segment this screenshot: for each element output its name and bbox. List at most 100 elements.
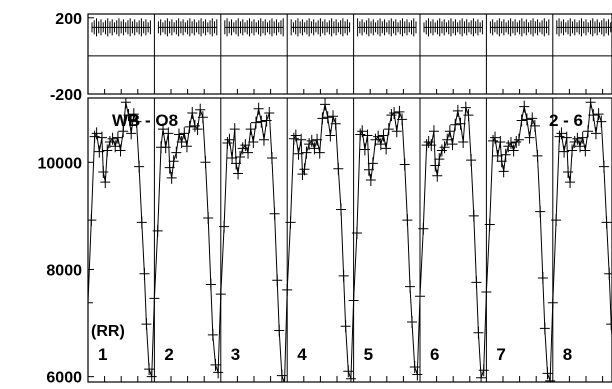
residual-points-group bbox=[91, 18, 612, 37]
data-point-marker bbox=[94, 145, 105, 158]
annotation-wb-o8: WB - O8 bbox=[112, 111, 178, 130]
data-point-marker bbox=[282, 283, 293, 296]
data-point-marker bbox=[184, 120, 195, 133]
data-point-marker bbox=[149, 292, 160, 305]
data-point-marker bbox=[357, 125, 368, 138]
residual-ytick-label: -200 bbox=[50, 87, 82, 104]
segment-number-label: 2 bbox=[164, 345, 173, 364]
data-point-marker bbox=[195, 103, 206, 116]
data-point-marker bbox=[264, 107, 275, 120]
data-point-marker bbox=[481, 285, 492, 298]
data-point-marker bbox=[168, 155, 179, 168]
data-point-marker bbox=[158, 123, 169, 136]
data-point-marker bbox=[436, 144, 447, 157]
data-point-marker bbox=[243, 146, 254, 159]
data-point-marker bbox=[450, 118, 461, 131]
data-point-marker bbox=[100, 176, 111, 189]
data-point-marker bbox=[381, 142, 392, 155]
data-point-marker bbox=[351, 227, 362, 240]
data-point-marker bbox=[551, 214, 562, 227]
data-point-marker bbox=[460, 101, 471, 114]
data-point-marker bbox=[370, 133, 381, 146]
data-point-marker bbox=[293, 147, 304, 160]
data-point-marker bbox=[335, 203, 346, 216]
data-point-marker bbox=[373, 130, 384, 143]
data-point-marker bbox=[297, 168, 308, 181]
data-point-marker bbox=[428, 125, 439, 138]
data-point-marker bbox=[397, 113, 408, 126]
data-point-marker bbox=[312, 133, 323, 146]
data-point-marker bbox=[272, 274, 283, 287]
data-point-marker bbox=[240, 139, 251, 152]
segment-number-label: 7 bbox=[496, 345, 505, 364]
data-point-marker bbox=[163, 127, 174, 140]
data-point-marker bbox=[235, 150, 246, 163]
data-point-marker bbox=[248, 135, 259, 148]
data-point-marker bbox=[215, 288, 226, 301]
data-point-marker bbox=[306, 134, 317, 147]
data-point-marker bbox=[200, 156, 211, 169]
data-point-marker bbox=[547, 296, 558, 309]
data-point-marker bbox=[598, 160, 609, 173]
data-point-marker bbox=[511, 135, 522, 148]
data-point-marker bbox=[606, 318, 612, 331]
data-point-marker bbox=[495, 135, 506, 148]
data-point-marker bbox=[338, 269, 349, 282]
data-point-marker bbox=[348, 294, 359, 307]
data-point-marker bbox=[542, 367, 553, 380]
data-point-marker bbox=[107, 132, 118, 145]
data-point-marker bbox=[189, 119, 200, 132]
data-point-marker bbox=[405, 280, 416, 293]
data-point-marker bbox=[537, 272, 548, 285]
data-point-marker bbox=[505, 137, 516, 150]
data-point-marker bbox=[210, 358, 221, 371]
data-point-marker bbox=[115, 144, 126, 157]
data-point-marker bbox=[399, 158, 410, 171]
data-point-marker bbox=[365, 173, 376, 186]
data-point-marker bbox=[367, 157, 378, 170]
data-point-marker bbox=[89, 130, 100, 143]
data-point-marker bbox=[519, 100, 530, 113]
data-point-marker bbox=[508, 144, 519, 157]
chart-labels: 1 2 3 4 5 6 7 8 (RR) WB - O8 2 - 6 bbox=[91, 111, 583, 364]
data-point-marker bbox=[296, 133, 307, 146]
residual-frame bbox=[87, 13, 612, 95]
data-point-marker bbox=[171, 146, 182, 159]
data-point-marker bbox=[389, 107, 400, 120]
data-point-marker bbox=[146, 370, 157, 382]
data-point-marker bbox=[317, 112, 328, 125]
data-point-marker bbox=[231, 157, 242, 170]
data-point-marker bbox=[452, 104, 463, 117]
data-point-marker bbox=[123, 109, 134, 122]
data-point-marker bbox=[330, 117, 341, 130]
data-point-marker bbox=[253, 102, 264, 115]
data-point-marker bbox=[572, 132, 583, 145]
data-point-marker bbox=[126, 127, 137, 140]
data-point-marker bbox=[104, 135, 115, 148]
data-point-marker bbox=[166, 171, 177, 184]
data-point-marker bbox=[577, 131, 588, 144]
data-point-marker bbox=[131, 115, 142, 128]
data-point-marker bbox=[529, 119, 540, 132]
data-point-marker bbox=[288, 132, 299, 145]
data-point-marker bbox=[432, 169, 443, 182]
data-point-marker bbox=[391, 125, 402, 138]
data-point-marker bbox=[213, 366, 224, 379]
data-point-marker bbox=[164, 161, 175, 174]
data-point-marker bbox=[233, 167, 244, 180]
segment-number-label: 3 bbox=[231, 345, 240, 364]
data-point-marker bbox=[455, 117, 466, 130]
data-point-marker bbox=[580, 144, 591, 157]
data-point-marker bbox=[261, 114, 272, 127]
residual-panel: 200 -200 bbox=[50, 11, 612, 104]
data-point-marker bbox=[442, 133, 453, 146]
data-point-marker bbox=[466, 154, 477, 167]
data-point-marker bbox=[532, 149, 543, 162]
data-point-marker bbox=[299, 163, 310, 176]
data-point-marker bbox=[136, 216, 147, 229]
data-point-marker bbox=[423, 135, 434, 148]
data-point-marker bbox=[88, 214, 97, 227]
data-point-marker bbox=[471, 276, 482, 289]
segment-number-label: 6 bbox=[430, 345, 439, 364]
data-point-marker bbox=[276, 369, 287, 382]
